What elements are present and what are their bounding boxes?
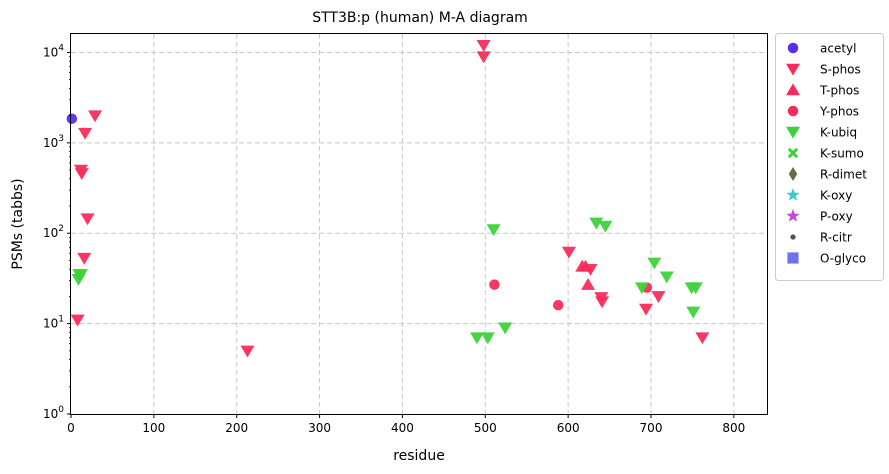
data-point-s-phos [77,252,92,265]
legend-marker-k-oxy [786,188,800,201]
data-point-s-phos [74,168,89,180]
legend-marker-r-citr [790,234,796,240]
data-point-k-ubiq [659,271,674,284]
data-point-k-ubiq [688,282,703,295]
y-axis-ticks: 100 101 102 103 104 [43,43,71,421]
legend-label: O-glyco [820,252,866,266]
data-point-y-phos [552,299,564,311]
data-point-s-phos [240,345,255,358]
legend-label: K-oxy [820,189,852,203]
data-point-s-phos [80,213,95,226]
plot-frame [70,33,768,415]
data-point-k-ubiq [486,224,501,237]
legend-marker-s-phos [786,63,800,76]
x-tick-label: 300 [308,421,331,435]
y-tick-label: 100 [43,405,64,421]
legend-label: P-oxy [820,210,853,224]
chart-title: STT3B:p (human) M-A diagram [312,10,528,26]
y-tick-label: 102 [43,224,64,240]
legend-marker-acetyl [787,42,799,54]
data-point-t-phos [578,259,593,272]
data-point-t-phos [581,277,596,290]
data-point-s-phos [78,127,93,140]
data-point-k-ubiq [71,273,86,286]
x-tick-label: 500 [474,421,497,435]
data-point-s-phos [70,314,85,327]
data-point-s-phos [639,303,654,316]
y-axis-label: PSMs (tabbs) [10,178,26,269]
legend-marker-r-dimet [788,167,798,181]
data-point-y-phos [489,279,500,290]
y-tick-label: 104 [43,43,64,59]
data-point-s-phos [651,291,666,304]
legend-frame [775,33,884,281]
data-point-s-phos [695,332,710,345]
y-tick-label: 101 [43,315,64,331]
legend-label: R-dimet [820,168,867,182]
legend-label: R-citr [820,231,852,245]
data-point-k-ubiq [470,332,484,345]
x-tick-label: 700 [640,421,663,435]
data-point-k-ubiq [634,282,649,295]
legend-label: K-ubiq [820,126,857,140]
data-point-acetyl [66,113,78,124]
x-tick-label: 600 [557,421,580,435]
legend-label: Y-phos [819,105,859,119]
data-point-s-phos [595,296,610,309]
legend-marker-k-ubiq [786,126,800,139]
plot-area [66,40,710,358]
data-point-k-ubiq [598,220,613,233]
data-point-k-ubiq [686,306,701,319]
data-point-s-phos [476,40,491,52]
legend-label: T-phos [819,84,859,98]
legend-label: K-sumo [820,147,864,161]
legend-marker-t-phos [786,83,800,96]
grid [71,34,767,414]
legend: acetyl S-phos T-phos Y-phos K-ubiq K-sumo R-di… [775,33,884,281]
legend-marker-p-oxy [786,209,800,222]
legend-label: acetyl [820,42,856,56]
x-axis-label: residue [393,448,445,464]
x-tick-label: 400 [391,421,414,435]
legend-marker-y-phos [787,105,799,117]
x-tick-label: 800 [722,421,745,435]
x-axis-ticks: 0 100 200 300 400 500 600 700 800 [67,414,745,435]
data-point-k-ubiq [647,257,662,270]
legend-label: S-phos [820,63,861,77]
x-tick-label: 0 [67,421,75,435]
legend-marker-k-sumo [787,147,799,159]
data-point-s-phos [476,51,491,64]
data-point-s-phos [561,246,576,259]
data-point-k-ubiq [589,217,604,230]
data-point-s-phos [88,110,103,123]
data-point-k-ubiq [480,332,495,345]
x-tick-label: 100 [142,421,165,435]
y-tick-label: 103 [43,134,64,150]
data-point-k-ubiq [498,322,513,335]
x-tick-label: 200 [225,421,248,435]
legend-marker-o-glyco [787,252,799,264]
